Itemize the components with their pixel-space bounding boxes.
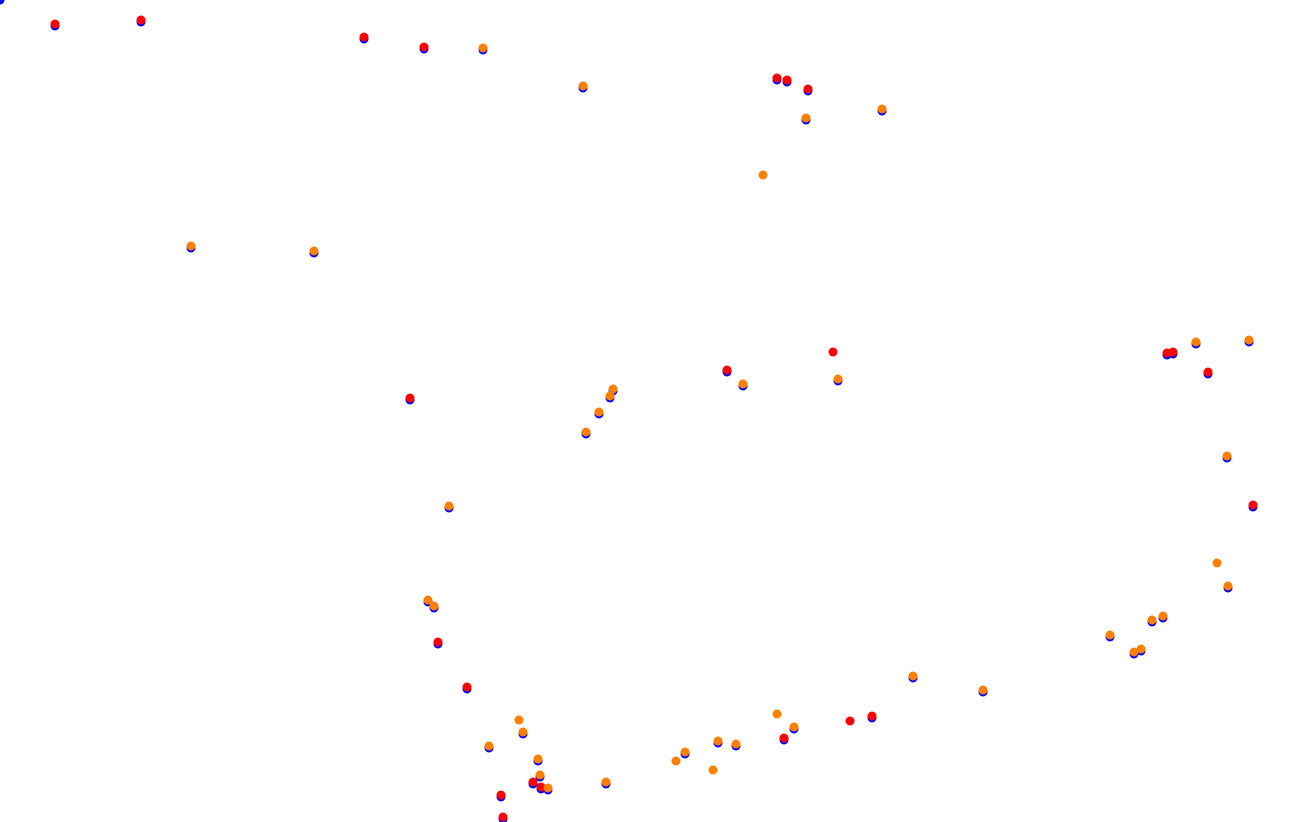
data-point — [50, 19, 60, 29]
data-point — [419, 42, 429, 52]
data-point — [186, 241, 196, 251]
data-point — [518, 727, 528, 737]
data-point — [444, 501, 454, 511]
data-point — [498, 812, 508, 822]
data-point — [772, 709, 782, 719]
data-point — [1212, 558, 1222, 568]
data-point — [1168, 347, 1178, 357]
data-point — [1129, 647, 1139, 657]
data-point — [908, 671, 918, 681]
data-point — [423, 595, 433, 605]
data-point — [0, 0, 5, 5]
data-point — [433, 637, 443, 647]
data-point — [136, 15, 146, 25]
data-point — [601, 777, 611, 787]
data-point — [405, 393, 415, 403]
data-point — [429, 601, 439, 611]
data-point — [528, 777, 538, 787]
data-point — [608, 384, 618, 394]
data-point — [1203, 367, 1213, 377]
data-point — [779, 733, 789, 743]
data-point — [828, 347, 838, 357]
data-point — [803, 84, 813, 94]
data-point — [496, 790, 506, 800]
data-point — [543, 783, 553, 793]
data-point — [605, 391, 615, 401]
data-point — [708, 765, 718, 775]
data-point — [722, 365, 732, 375]
data-point — [877, 104, 887, 114]
data-point — [801, 113, 811, 123]
series-0 — [0, 0, 1258, 822]
data-point — [594, 407, 604, 417]
data-point — [680, 747, 690, 757]
data-point — [1191, 337, 1201, 347]
data-point — [1248, 500, 1258, 510]
data-point — [845, 716, 855, 726]
data-point — [772, 73, 782, 83]
data-point — [514, 715, 524, 725]
data-point — [738, 379, 748, 389]
data-point — [535, 770, 545, 780]
data-point — [731, 739, 741, 749]
data-point — [758, 170, 768, 180]
data-point — [1222, 451, 1232, 461]
data-point — [484, 741, 494, 751]
data-point — [581, 427, 591, 437]
data-point — [782, 75, 792, 85]
data-point — [533, 754, 543, 764]
data-point — [978, 685, 988, 695]
data-point — [536, 782, 546, 792]
data-point — [833, 374, 843, 384]
data-point — [478, 43, 488, 53]
data-point — [1244, 335, 1254, 345]
data-point — [462, 682, 472, 692]
data-point — [713, 736, 723, 746]
data-point — [1105, 630, 1115, 640]
series-2 — [186, 43, 1254, 793]
data-point — [671, 756, 681, 766]
data-point — [309, 246, 319, 256]
data-point — [789, 722, 799, 732]
data-point — [359, 32, 369, 42]
data-point — [1158, 611, 1168, 621]
data-point — [578, 81, 588, 91]
data-point — [867, 711, 877, 721]
data-point — [1136, 644, 1146, 654]
data-point — [1147, 615, 1157, 625]
series-1 — [50, 15, 1258, 822]
data-point — [1223, 581, 1233, 591]
